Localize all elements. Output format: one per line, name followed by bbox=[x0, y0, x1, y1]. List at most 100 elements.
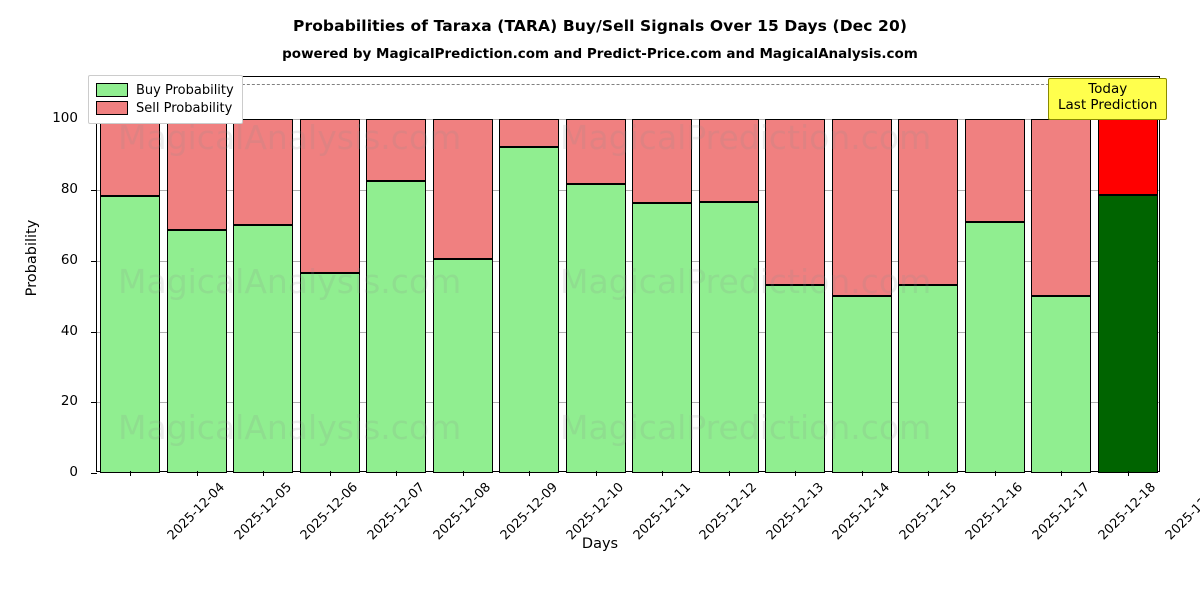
gridline bbox=[97, 402, 1159, 404]
gridline bbox=[97, 260, 1159, 262]
bar-group[interactable] bbox=[964, 77, 1025, 473]
y-tick-mark bbox=[91, 473, 97, 474]
bar-segment-buy[interactable] bbox=[565, 184, 626, 473]
bar-segment-buy[interactable] bbox=[233, 225, 294, 473]
y-tick-mark bbox=[91, 402, 97, 404]
bar-segment-buy[interactable] bbox=[1031, 296, 1092, 473]
x-tick-label: 2025-12-13 bbox=[763, 480, 827, 544]
x-tick-mark bbox=[861, 471, 863, 476]
legend-swatch-buy bbox=[96, 83, 128, 97]
chart-legend: Buy Probability Sell Probability bbox=[88, 75, 243, 124]
x-tick-mark bbox=[928, 471, 930, 476]
y-tick-mark bbox=[91, 331, 97, 333]
bar-group[interactable] bbox=[898, 77, 959, 473]
bar-segment-buy[interactable] bbox=[166, 230, 227, 473]
bar-group[interactable] bbox=[432, 77, 493, 473]
bar-segment-sell[interactable] bbox=[166, 119, 227, 231]
bar-segment-buy[interactable] bbox=[1097, 195, 1158, 473]
x-tick-mark bbox=[396, 471, 398, 476]
bar-segment-sell[interactable] bbox=[698, 119, 759, 203]
x-tick-label: 2025-12-04 bbox=[165, 480, 229, 544]
bar-group[interactable] bbox=[831, 77, 892, 473]
bar-segment-buy[interactable] bbox=[100, 196, 161, 473]
x-tick-mark bbox=[1127, 471, 1129, 476]
bar-series-group bbox=[97, 77, 1159, 476]
plot-area bbox=[91, 76, 1160, 476]
gridline bbox=[97, 190, 1159, 192]
bar-group[interactable] bbox=[1031, 77, 1092, 473]
bar-group[interactable] bbox=[632, 77, 693, 473]
y-tick-label: 100 bbox=[52, 110, 78, 127]
legend-label-buy: Buy Probability bbox=[136, 82, 234, 98]
y-tick-label: 20 bbox=[60, 393, 78, 410]
x-tick-label: 2025-12-05 bbox=[231, 480, 295, 544]
bar-segment-sell[interactable] bbox=[565, 119, 626, 185]
y-tick-mark bbox=[91, 260, 97, 262]
bar-group[interactable] bbox=[499, 77, 560, 473]
today-annotation: Today Last Prediction bbox=[1048, 78, 1168, 120]
x-tick-mark bbox=[462, 471, 464, 476]
x-tick-label: 2025-12-18 bbox=[1096, 480, 1160, 544]
x-tick-label: 2025-12-10 bbox=[564, 480, 628, 544]
bar-segment-sell[interactable] bbox=[432, 119, 493, 260]
y-tick-label: 40 bbox=[60, 322, 78, 339]
bar-segment-sell[interactable] bbox=[898, 119, 959, 286]
gridline bbox=[97, 119, 1159, 121]
bar-segment-buy[interactable] bbox=[964, 221, 1025, 473]
bar-group[interactable] bbox=[765, 77, 826, 473]
bar-group[interactable] bbox=[366, 77, 427, 473]
x-tick-mark bbox=[595, 471, 597, 476]
reference-dashed-line bbox=[97, 84, 1159, 86]
bar-segment-sell[interactable] bbox=[1097, 119, 1158, 196]
bar-segment-buy[interactable] bbox=[632, 202, 693, 473]
x-axis-label: Days bbox=[581, 536, 619, 552]
x-tick-mark bbox=[329, 471, 331, 476]
x-axis-tick-labels: 2025-12-04 2025-12-05 2025-12-06 2025-12-07… bbox=[0, 472, 1200, 572]
bar-segment-buy[interactable] bbox=[299, 272, 360, 473]
x-tick-label: 2025-12-16 bbox=[963, 480, 1027, 544]
bar-segment-buy[interactable] bbox=[765, 285, 826, 473]
bar-segment-buy[interactable] bbox=[432, 259, 493, 473]
legend-item-sell: Sell Probability bbox=[96, 99, 234, 117]
x-tick-label: 2025-12-15 bbox=[896, 480, 960, 544]
bar-group[interactable] bbox=[698, 77, 759, 473]
bar-segment-sell[interactable] bbox=[100, 119, 161, 197]
bar-segment-sell[interactable] bbox=[964, 119, 1025, 222]
x-tick-mark bbox=[529, 471, 531, 476]
bar-group[interactable] bbox=[1097, 77, 1158, 473]
bar-segment-sell[interactable] bbox=[831, 119, 892, 297]
bar-segment-sell[interactable] bbox=[765, 119, 826, 286]
x-tick-mark bbox=[130, 471, 132, 476]
bar-segment-sell[interactable] bbox=[366, 119, 427, 181]
bar-segment-buy[interactable] bbox=[898, 285, 959, 473]
x-tick-mark bbox=[662, 471, 664, 476]
x-tick-label: 2025-12-08 bbox=[431, 480, 495, 544]
bar-segment-sell[interactable] bbox=[299, 119, 360, 273]
y-tick-label: 60 bbox=[60, 251, 78, 268]
y-axis-tick-labels: 0 20 40 60 80 100 bbox=[0, 76, 88, 480]
y-tick-mark bbox=[91, 190, 97, 192]
chart-subtitle: powered by MagicalPrediction.com and Pre… bbox=[282, 46, 918, 62]
x-tick-label: 2025-12-17 bbox=[1029, 480, 1093, 544]
x-tick-mark bbox=[1061, 471, 1063, 476]
legend-label-sell: Sell Probability bbox=[136, 100, 233, 116]
bar-group[interactable] bbox=[166, 77, 227, 473]
bar-segment-sell[interactable] bbox=[632, 119, 693, 203]
y-tick-label: 0 bbox=[69, 464, 78, 480]
today-annotation-line1: Today bbox=[1088, 81, 1128, 97]
bar-group[interactable] bbox=[565, 77, 626, 473]
bar-segment-sell[interactable] bbox=[499, 119, 560, 148]
bar-segment-buy[interactable] bbox=[831, 296, 892, 473]
legend-item-buy: Buy Probability bbox=[96, 81, 234, 99]
bar-group[interactable] bbox=[299, 77, 360, 473]
bar-segment-buy[interactable] bbox=[499, 147, 560, 473]
x-tick-mark bbox=[263, 471, 265, 476]
bar-segment-sell[interactable] bbox=[233, 119, 294, 226]
bar-segment-buy[interactable] bbox=[366, 180, 427, 473]
bar-segment-buy[interactable] bbox=[698, 202, 759, 473]
x-tick-mark bbox=[728, 471, 730, 476]
bar-group[interactable] bbox=[100, 77, 161, 473]
x-tick-label: 2025-12-09 bbox=[497, 480, 561, 544]
bar-segment-sell[interactable] bbox=[1031, 119, 1092, 297]
bar-group[interactable] bbox=[233, 77, 294, 473]
